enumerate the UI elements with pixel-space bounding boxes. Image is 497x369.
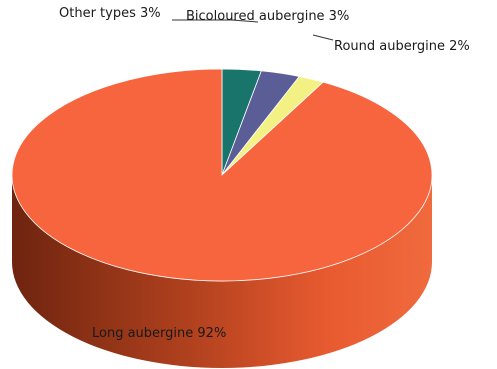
slice-label-long-aubergine: Long aubergine 92% <box>92 326 227 341</box>
slice-label-other-types: Other types 3% <box>59 6 161 21</box>
leader-line-bicoloured <box>231 19 259 23</box>
pie-slice-long-aubergine <box>11 68 433 282</box>
slice-label-bicoloured-aubergine: Bicoloured aubergine 3% <box>186 9 350 24</box>
pie-side-body <box>12 175 432 368</box>
slice-label-round-aubergine: Round aubergine 2% <box>334 39 470 54</box>
leader-line-round <box>312 34 334 41</box>
